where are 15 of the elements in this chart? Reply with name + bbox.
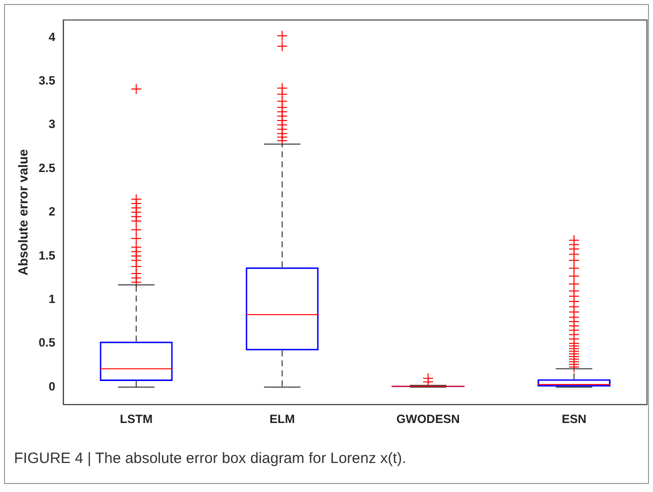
y-tick-label: 3 [48, 117, 56, 132]
y-axis-title: Absolute error value [15, 149, 30, 276]
y-tick-label: 2 [48, 204, 56, 219]
caption: FIGURE 4 | The absolute error box diagram for Lorenz x(t). [14, 450, 406, 467]
x-tick-label: GWODESN [396, 412, 460, 426]
x-tick-label: ESN [562, 412, 586, 426]
y-tick-label: 3.5 [38, 74, 56, 88]
y-tick-label: 1.5 [38, 248, 56, 262]
x-tick-label: ELM [270, 412, 295, 426]
y-tick-label: 1 [48, 292, 56, 306]
x-tick-label: LSTM [120, 412, 153, 426]
y-tick-label: 0.5 [38, 336, 56, 350]
y-tick-label: 2.5 [38, 160, 56, 175]
y-tick-label: 4 [48, 30, 56, 44]
y-tick-label: 0 [48, 379, 56, 394]
